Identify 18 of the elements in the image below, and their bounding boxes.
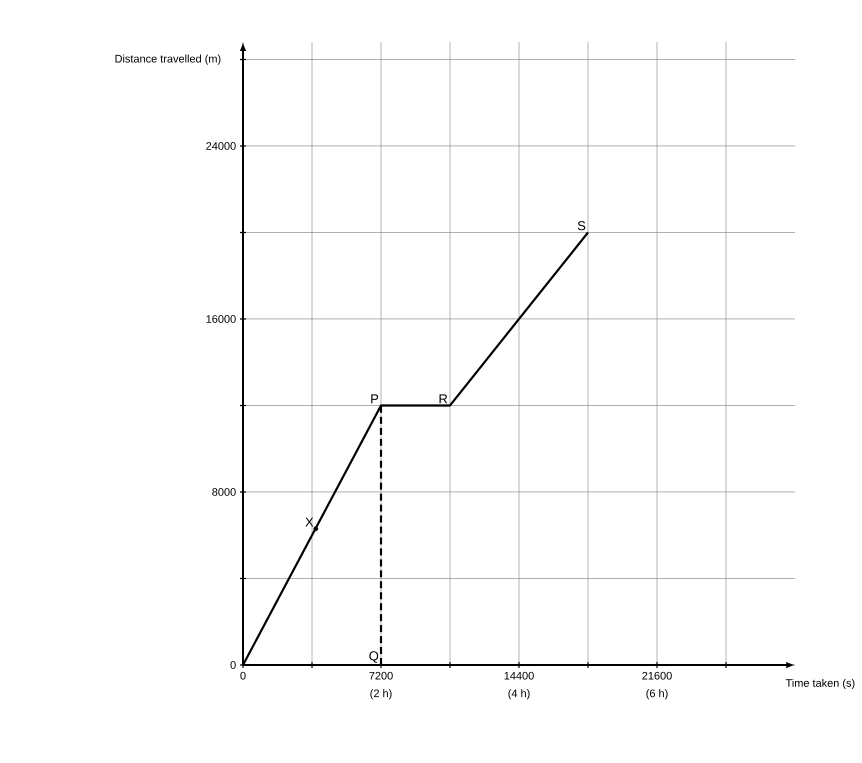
y-tick-label: 8000 (212, 488, 236, 496)
annotation: R (440, 394, 448, 404)
x-axis-title: Time taken (s) (786, 678, 854, 690)
y-tick-label: 24000 (206, 142, 236, 150)
text: (2 h) (370, 689, 392, 700)
text: (6 h) (646, 689, 668, 700)
x-tick-label: 0 (240, 672, 246, 680)
y-tick-label: 16000 (206, 315, 236, 323)
x-tick-label: 14400 (504, 672, 534, 680)
annotation: P (371, 394, 378, 404)
x-tick-label: 21600 (642, 672, 672, 680)
x-tick-label: 7200 (369, 672, 393, 680)
annotation: Q (369, 651, 378, 663)
text: (4 h) (508, 689, 530, 700)
annotation: S (578, 221, 586, 230)
annotation: X (305, 518, 314, 527)
y-axis-title: Distance travelled (m) (115, 54, 220, 65)
y-tick-label: 0 (230, 661, 236, 669)
